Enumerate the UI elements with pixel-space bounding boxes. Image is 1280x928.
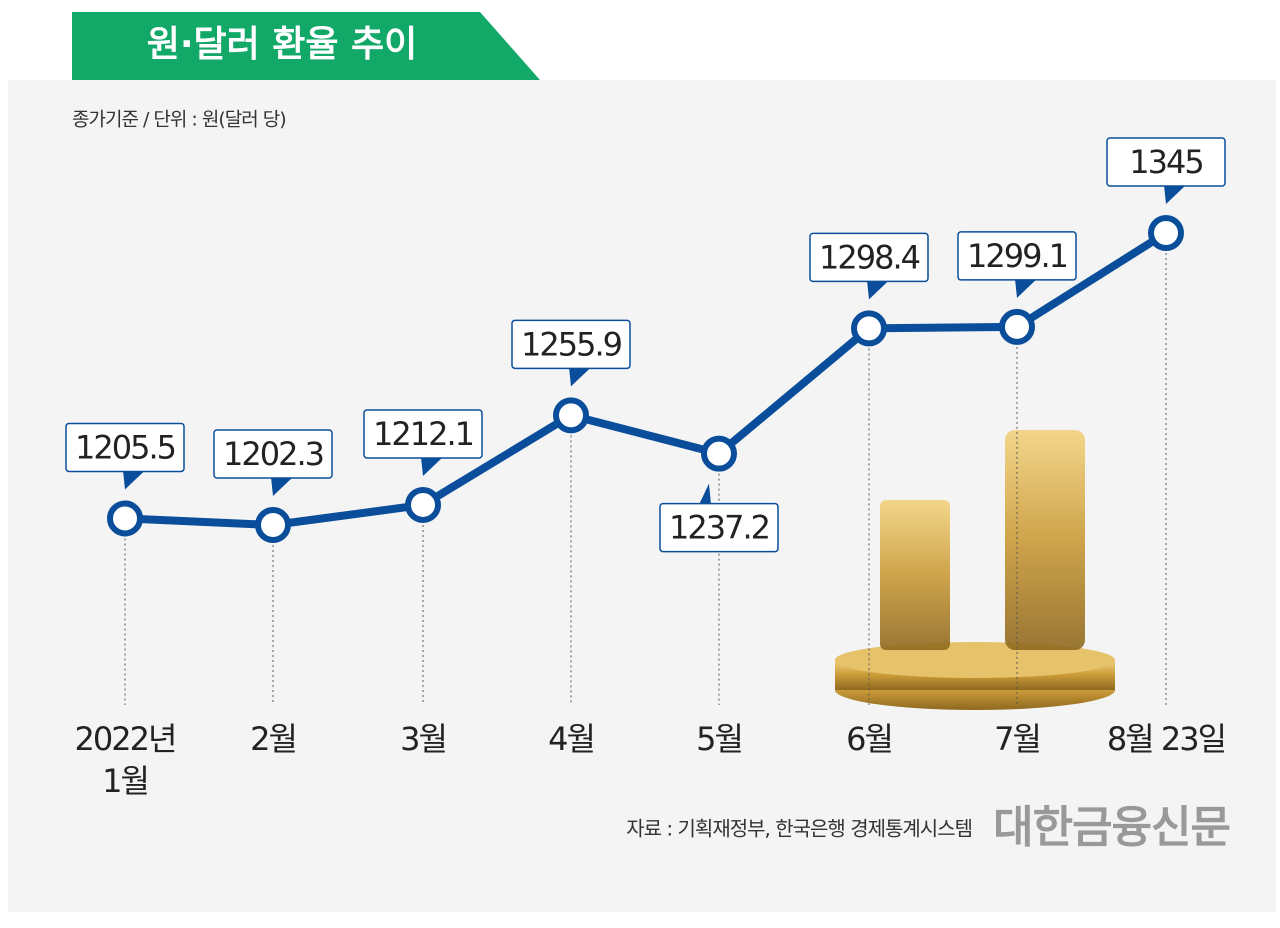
x-tick-label: 3월 bbox=[400, 720, 448, 758]
callout-tail bbox=[1015, 278, 1037, 298]
x-tick-label: 5월 bbox=[696, 720, 744, 758]
value-label: 1237.2 bbox=[669, 509, 769, 547]
data-line bbox=[124, 229, 1169, 529]
coin-decoration bbox=[835, 430, 1115, 710]
value-callout: 1255.9 bbox=[511, 319, 631, 387]
value-callout: 1237.2 bbox=[659, 483, 779, 553]
value-label: 1205.5 bbox=[75, 428, 175, 466]
data-point bbox=[405, 486, 441, 523]
value-callout: 1202.3 bbox=[213, 429, 333, 496]
callout-box bbox=[809, 232, 929, 283]
callout-box bbox=[659, 502, 779, 553]
callout-box bbox=[957, 231, 1077, 281]
x-tick-label: 8월 23일 bbox=[1106, 720, 1227, 758]
value-label: 1299.1 bbox=[967, 237, 1067, 275]
callout-tail bbox=[421, 456, 443, 476]
value-callout: 1299.1 bbox=[957, 231, 1077, 298]
x-tick-label: 4월 bbox=[548, 720, 596, 758]
callout-tail bbox=[1164, 185, 1186, 204]
callout-tail bbox=[867, 280, 889, 300]
callout-tail bbox=[569, 367, 591, 387]
value-label: 1298.4 bbox=[819, 238, 920, 276]
value-label: 1202.3 bbox=[223, 435, 323, 473]
value-callout: 1298.4 bbox=[809, 232, 929, 300]
callout-box bbox=[213, 429, 333, 479]
x-tick-label: 7월 bbox=[994, 720, 1042, 758]
data-point bbox=[999, 308, 1035, 345]
data-point bbox=[1148, 215, 1184, 251]
value-callout: 1205.5 bbox=[65, 422, 185, 490]
value-callout: 1345 bbox=[1106, 137, 1226, 204]
callout-box bbox=[1106, 137, 1226, 187]
callout-tail bbox=[699, 483, 711, 505]
data-point bbox=[553, 397, 589, 434]
callout-box bbox=[511, 319, 631, 370]
title-banner bbox=[72, 12, 540, 80]
x-tick-label: 2월 bbox=[250, 720, 298, 758]
callout-box bbox=[363, 409, 483, 459]
chart-title: 원·달러 환율 추이 bbox=[147, 24, 418, 65]
value-label: 1255.9 bbox=[521, 325, 622, 363]
callout-tail bbox=[271, 477, 293, 496]
data-point bbox=[851, 310, 887, 347]
x-tick-label: 6월 bbox=[846, 720, 894, 758]
value-label: 1345 bbox=[1129, 143, 1202, 181]
data-point bbox=[701, 435, 737, 472]
chart-subtitle: 종가기준 / 단위 : 원(달러 당) bbox=[72, 109, 286, 131]
x-tick-label: 2022년 1월 bbox=[74, 720, 178, 800]
data-point bbox=[107, 500, 143, 537]
logo: 대한금융신문 bbox=[993, 802, 1230, 853]
callout-box bbox=[65, 422, 185, 473]
value-label: 1212.1 bbox=[373, 415, 473, 453]
data-point bbox=[255, 507, 291, 543]
value-callout: 1212.1 bbox=[363, 409, 483, 476]
source: 자료 : 기획재정부, 한국은행 경제통계시스템 bbox=[626, 817, 972, 841]
callout-tail bbox=[123, 470, 145, 490]
